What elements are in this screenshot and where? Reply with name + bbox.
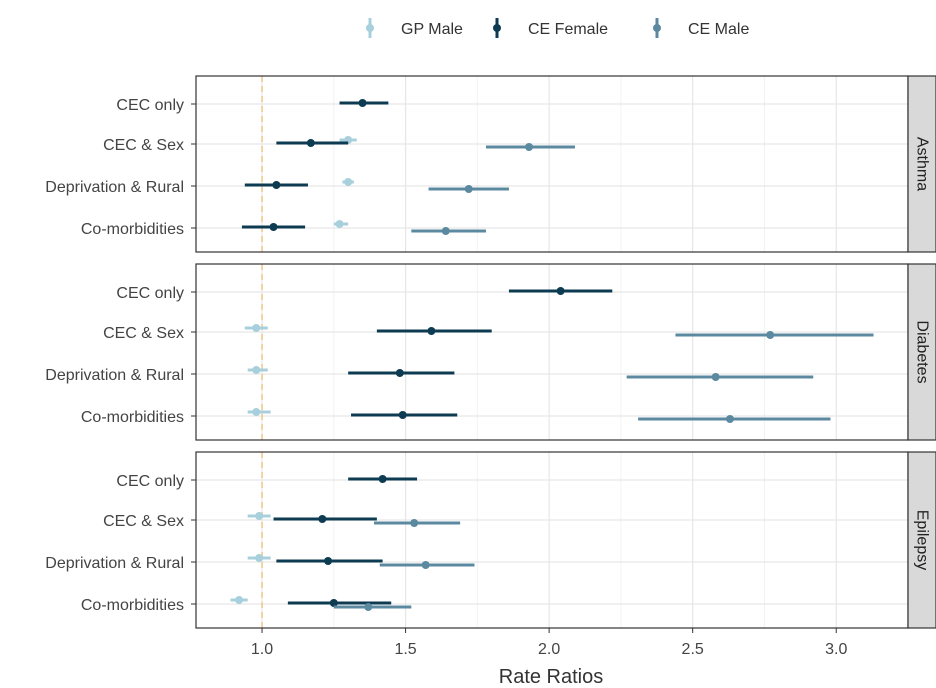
y-tick-label-deprivation-and-rural: Deprivation & Rural [45, 179, 184, 196]
point-cec-and-sex [252, 324, 261, 332]
y-tick-label-cec-only: CEC only [116, 285, 184, 302]
point-cec-only [556, 287, 565, 295]
series-gp-male [244, 324, 271, 416]
point-co-morbidities [235, 596, 244, 604]
point-co-morbidities [329, 599, 338, 607]
point-deprivation-and-rural [252, 366, 261, 374]
point-cec-only [378, 475, 387, 483]
legend-item-ce-female: CE Female [493, 18, 608, 38]
legend-key-point [493, 24, 501, 32]
point-deprivation-and-rural [324, 557, 333, 565]
facet-panels: CEC only CEC & Sex Deprivation & Rural Co-m… [45, 75, 936, 629]
y-tick-label-deprivation-and-rural: Deprivation & Rural [45, 367, 184, 384]
point-cec-and-sex [766, 331, 775, 339]
facet-asthma: CEC only CEC & Sex Deprivation & Rural Co-m… [45, 75, 936, 253]
facet-strip [907, 263, 936, 441]
facet-strip [907, 451, 936, 629]
x-tick-label: 2.0 [538, 641, 560, 658]
point-co-morbidities [441, 227, 450, 235]
facet-epilepsy: CEC only CEC & Sex Deprivation & Rural Co-m… [45, 451, 936, 629]
y-tick-label-co-morbidities: Co-morbidities [81, 597, 184, 614]
facet-strip [907, 75, 936, 253]
y-tick-label-co-morbidities: Co-morbidities [81, 409, 184, 426]
facet-label: Diabetes [914, 320, 931, 383]
point-cec-and-sex [255, 512, 264, 520]
panel-background [196, 264, 908, 440]
x-tick-label: 1.0 [251, 641, 273, 658]
point-deprivation-and-rural [272, 181, 281, 189]
legend-label: GP Male [401, 21, 463, 38]
legend: GP Male CE Female CE Male [366, 18, 749, 38]
legend-item-gp-male: GP Male [366, 18, 463, 38]
y-tick-label-cec-only: CEC only [116, 473, 184, 490]
y-tick-label-cec-and-sex: CEC & Sex [103, 325, 184, 342]
series-ce-male [411, 143, 575, 235]
x-tick-label: 3.0 [825, 641, 847, 658]
point-cec-and-sex [410, 519, 419, 527]
point-deprivation-and-rural [711, 373, 720, 381]
point-deprivation-and-rural [255, 554, 264, 562]
facet-label: Asthma [914, 137, 931, 191]
point-cec-only [358, 99, 367, 107]
point-cec-and-sex [427, 327, 436, 335]
x-axis-title: Rate Ratios [499, 666, 604, 688]
legend-key-point [366, 24, 374, 32]
point-cec-and-sex [318, 515, 327, 523]
point-deprivation-and-rural [344, 178, 353, 186]
y-tick-label-cec-and-sex: CEC & Sex [103, 513, 184, 530]
y-tick-label-cec-and-sex: CEC & Sex [103, 137, 184, 154]
series-gp-male [230, 512, 271, 604]
facet-diabetes: CEC only CEC & Sex Deprivation & Rural Co-m… [45, 263, 936, 441]
legend-label: CE Female [528, 21, 608, 38]
facet-label: Epilepsy [914, 510, 931, 570]
point-co-morbidities [398, 411, 407, 419]
y-tick-label-cec-only: CEC only [116, 97, 184, 114]
point-co-morbidities [364, 603, 373, 611]
x-tick-label: 2.5 [682, 641, 704, 658]
y-tick-label-deprivation-and-rural: Deprivation & Rural [45, 555, 184, 572]
point-co-morbidities [269, 223, 278, 231]
point-cec-and-sex [306, 139, 315, 147]
y-tick-label-co-morbidities: Co-morbidities [81, 221, 184, 238]
legend-item-ce-male: CE Male [653, 18, 749, 38]
series-ce-male [333, 519, 475, 611]
point-co-morbidities [252, 408, 261, 416]
series-ce-male [626, 331, 874, 423]
point-co-morbidities [335, 220, 344, 228]
series-ce-female [273, 475, 418, 607]
panel-background [196, 452, 908, 628]
x-axis: 1.0 1.5 2.0 2.5 3.0 [251, 628, 847, 658]
point-co-morbidities [726, 415, 734, 423]
panel-background [196, 76, 908, 252]
series-ce-female [241, 99, 389, 231]
series-ce-female [348, 287, 613, 419]
x-tick-label: 1.5 [394, 641, 416, 658]
legend-label: CE Male [688, 21, 749, 38]
point-deprivation-and-rural [464, 185, 473, 193]
point-deprivation-and-rural [421, 561, 430, 569]
point-deprivation-and-rural [395, 369, 404, 377]
legend-key-point [653, 24, 661, 32]
point-cec-and-sex [525, 143, 534, 151]
